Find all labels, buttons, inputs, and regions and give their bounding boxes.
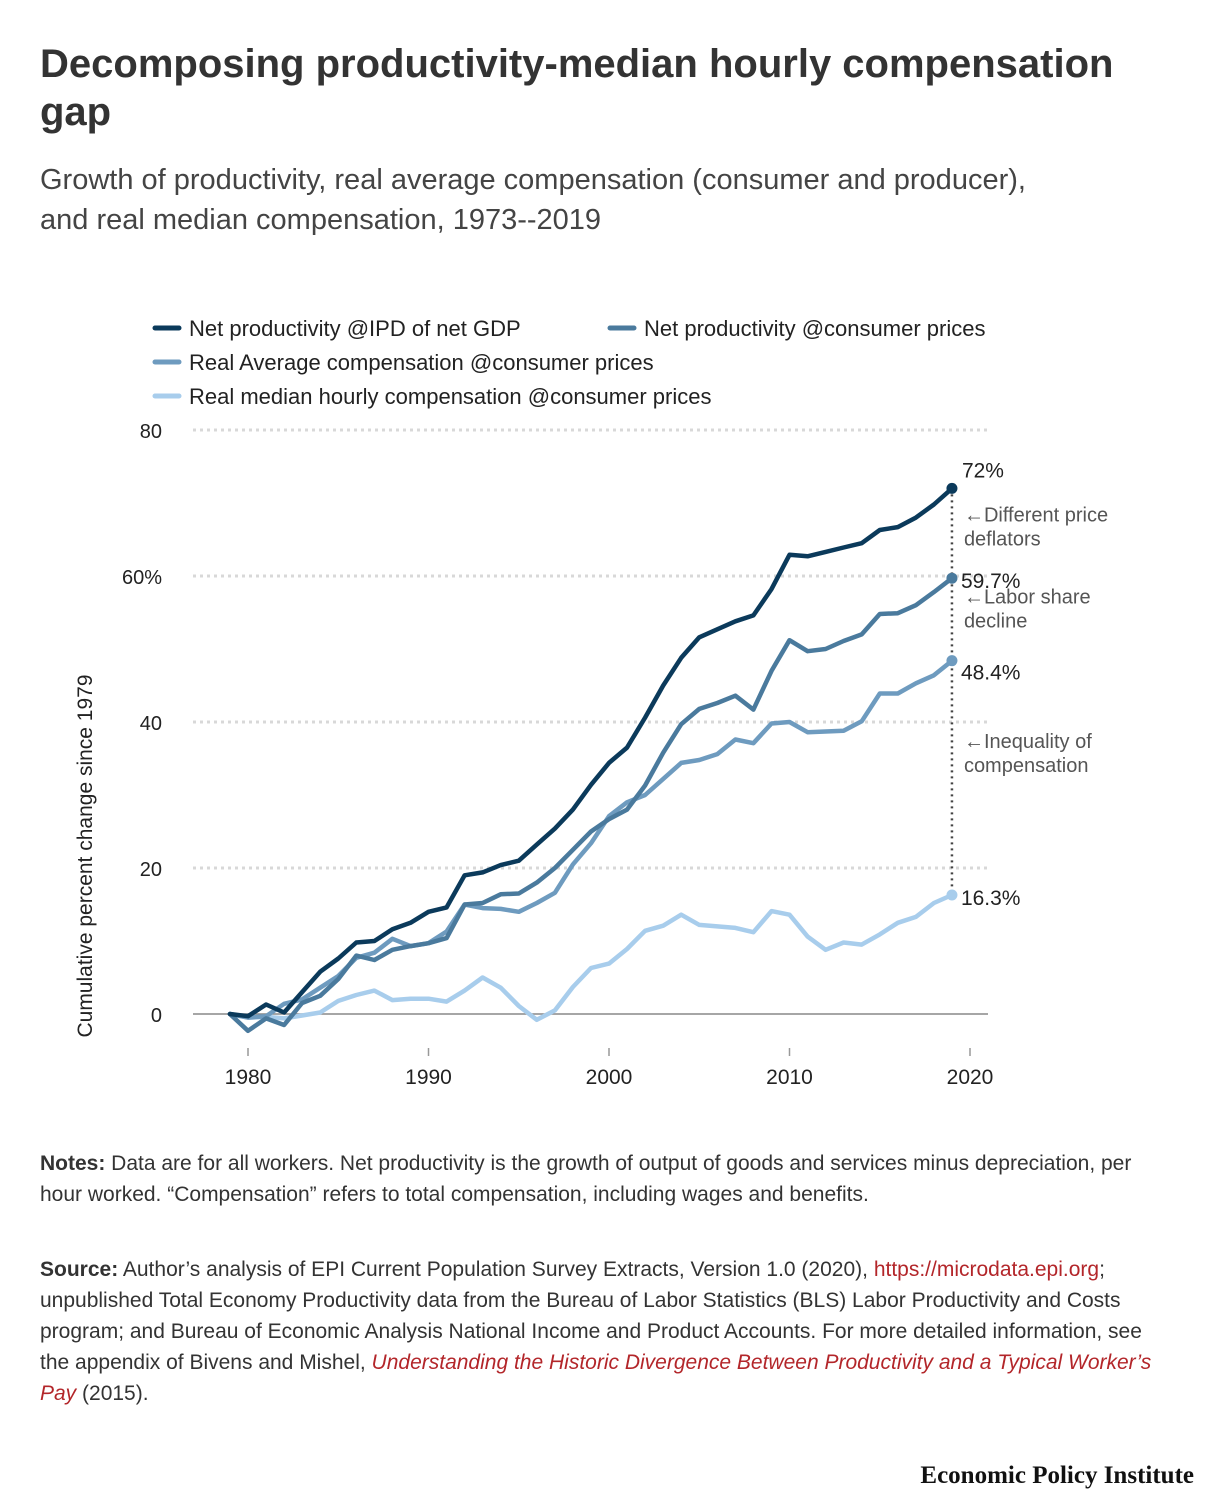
legend-label: Real Average compensation @consumer pric… xyxy=(189,350,654,375)
series-line-netProdCPI xyxy=(227,575,955,1034)
source-text-3: (2015). xyxy=(76,1382,149,1405)
notes-label: Notes: xyxy=(40,1152,106,1175)
legend-label: Real median hourly compensation @consume… xyxy=(189,384,711,409)
y-axis-label: Cumulative percent change since 1979 xyxy=(74,674,97,1037)
x-tick-label: 2010 xyxy=(766,1066,813,1089)
end-point-marker xyxy=(946,572,958,584)
series-lines xyxy=(227,486,955,1034)
series-line-avgComp xyxy=(227,658,955,1020)
end-value-label: 48.4% xyxy=(961,662,1021,685)
x-tick-label: 1980 xyxy=(225,1066,272,1089)
x-tick-label: 1990 xyxy=(405,1066,452,1089)
y-axis: 0 20 40 60% 80 Cumulative percent change sinc… xyxy=(74,421,162,1038)
y-tick-label: 0 xyxy=(151,1005,162,1027)
annotations: 72% 59.7% 48.4% 16.3% ←Different price deflat… xyxy=(946,459,1108,910)
x-tick-label: 2020 xyxy=(947,1066,994,1089)
end-value-label: 16.3% xyxy=(961,887,1021,910)
source-text-2: ; unpublished Total Economy Productivity… xyxy=(40,1258,1142,1374)
end-point-marker xyxy=(946,889,958,901)
source-text-1: Author’s analysis of EPI Current Populat… xyxy=(118,1258,874,1281)
y-tick-label: 20 xyxy=(140,859,162,881)
legend-label: Net productivity @IPD of net GDP xyxy=(189,316,521,341)
x-axis: 1980 1990 2000 2010 2020 xyxy=(225,1048,994,1089)
brand-logo: Economic Policy Institute xyxy=(920,1462,1194,1489)
legend: Net productivity @IPD of net GDP Net prod… xyxy=(152,316,985,409)
series-line-netProdIPD xyxy=(227,486,955,1019)
end-value-label: 72% xyxy=(962,459,1004,482)
y-tick-label: 80 xyxy=(140,421,162,443)
y-tick-label: 40 xyxy=(140,713,162,735)
chart-subtitle: Growth of productivity, real average com… xyxy=(40,164,1026,236)
gap-annotation: ←Inequality of compensation xyxy=(964,731,1092,777)
end-point-marker xyxy=(946,655,958,667)
line-chart: Net productivity @IPD of net GDP Net prod… xyxy=(74,316,1108,1089)
chart-title: Decomposing productivity-median hourly c… xyxy=(40,42,1114,134)
source-book-link[interactable]: Understanding the Historic Divergence Be… xyxy=(40,1351,1152,1405)
gridlines xyxy=(193,428,988,1015)
source: Source: Author’s analysis of EPI Current… xyxy=(40,1254,1170,1409)
x-tick-label: 2000 xyxy=(586,1066,633,1089)
y-tick-label: 60% xyxy=(122,567,162,589)
gap-annotation: ←Labor share decline xyxy=(964,586,1091,632)
gap-annotation: ←Different price deflators xyxy=(964,504,1108,550)
notes: Notes: Data are for all workers. Net pro… xyxy=(40,1148,1170,1210)
source-link[interactable]: https://microdata.epi.org xyxy=(873,1258,1100,1281)
source-label: Source: xyxy=(40,1258,119,1281)
series-line-medianComp xyxy=(227,892,955,1023)
end-point-marker xyxy=(946,482,958,494)
end-value-label: 59.7% xyxy=(961,570,1021,593)
notes-text: Data are for all workers. Net productivi… xyxy=(40,1152,1132,1206)
legend-label: Net productivity @consumer prices xyxy=(644,316,985,341)
